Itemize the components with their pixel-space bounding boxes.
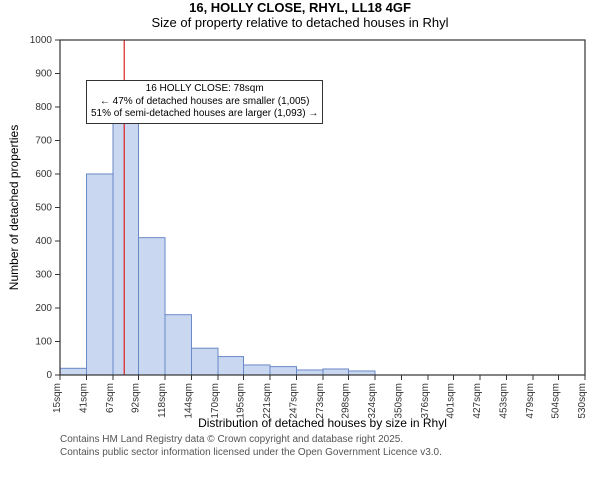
svg-text:298sqm: 298sqm: [340, 383, 351, 419]
annotation-line3: 51% of semi-detached houses are larger (…: [91, 108, 318, 121]
svg-text:41sqm: 41sqm: [79, 383, 90, 413]
svg-text:530sqm: 530sqm: [577, 383, 588, 419]
svg-text:1000: 1000: [30, 35, 53, 46]
title-main: 16, HOLLY CLOSE, RHYL, LL18 4GF: [0, 0, 600, 15]
footer-line1: Contains HM Land Registry data © Crown c…: [60, 434, 600, 447]
svg-text:500: 500: [35, 203, 52, 214]
svg-text:504sqm: 504sqm: [550, 383, 561, 419]
svg-text:900: 900: [35, 69, 52, 80]
annotation-line2: ← 47% of detached houses are smaller (1,…: [91, 96, 318, 109]
svg-text:427sqm: 427sqm: [472, 383, 483, 419]
svg-text:200: 200: [35, 303, 52, 314]
svg-text:273sqm: 273sqm: [315, 383, 326, 419]
svg-text:100: 100: [35, 337, 52, 348]
title-sub: Size of property relative to detached ho…: [0, 15, 600, 30]
svg-text:300: 300: [35, 270, 52, 281]
svg-text:401sqm: 401sqm: [445, 383, 456, 419]
footer: Contains HM Land Registry data © Crown c…: [0, 430, 600, 459]
svg-text:350sqm: 350sqm: [394, 383, 405, 419]
svg-text:118sqm: 118sqm: [157, 383, 168, 418]
svg-text:170sqm: 170sqm: [210, 383, 221, 419]
svg-text:0: 0: [46, 370, 52, 381]
svg-text:453sqm: 453sqm: [499, 383, 510, 419]
svg-text:400: 400: [35, 236, 52, 247]
svg-text:67sqm: 67sqm: [105, 383, 116, 413]
title-block: 16, HOLLY CLOSE, RHYL, LL18 4GF Size of …: [0, 0, 600, 30]
annotation-line1: 16 HOLLY CLOSE: 78sqm: [91, 83, 318, 96]
svg-text:221sqm: 221sqm: [262, 383, 273, 419]
svg-text:800: 800: [35, 102, 52, 113]
svg-text:324sqm: 324sqm: [367, 383, 378, 419]
svg-text:144sqm: 144sqm: [184, 383, 195, 419]
svg-text:600: 600: [35, 169, 52, 180]
svg-text:376sqm: 376sqm: [420, 383, 431, 419]
svg-text:479sqm: 479sqm: [525, 383, 536, 419]
svg-text:195sqm: 195sqm: [235, 383, 246, 419]
svg-text:247sqm: 247sqm: [289, 383, 300, 419]
svg-text:Number of detached properties: Number of detached properties: [7, 125, 21, 290]
svg-text:Distribution of detached house: Distribution of detached houses by size …: [198, 416, 447, 430]
svg-text:15sqm: 15sqm: [52, 383, 63, 413]
svg-text:700: 700: [35, 136, 52, 147]
footer-line2: Contains public sector information licen…: [60, 447, 600, 460]
annotation-box: 16 HOLLY CLOSE: 78sqm ← 47% of detached …: [86, 80, 323, 124]
svg-text:92sqm: 92sqm: [130, 383, 141, 413]
chart-container: 0 100 200 300 400 500 600 700 800 900 1000 15sqm 41s…: [0, 30, 600, 430]
